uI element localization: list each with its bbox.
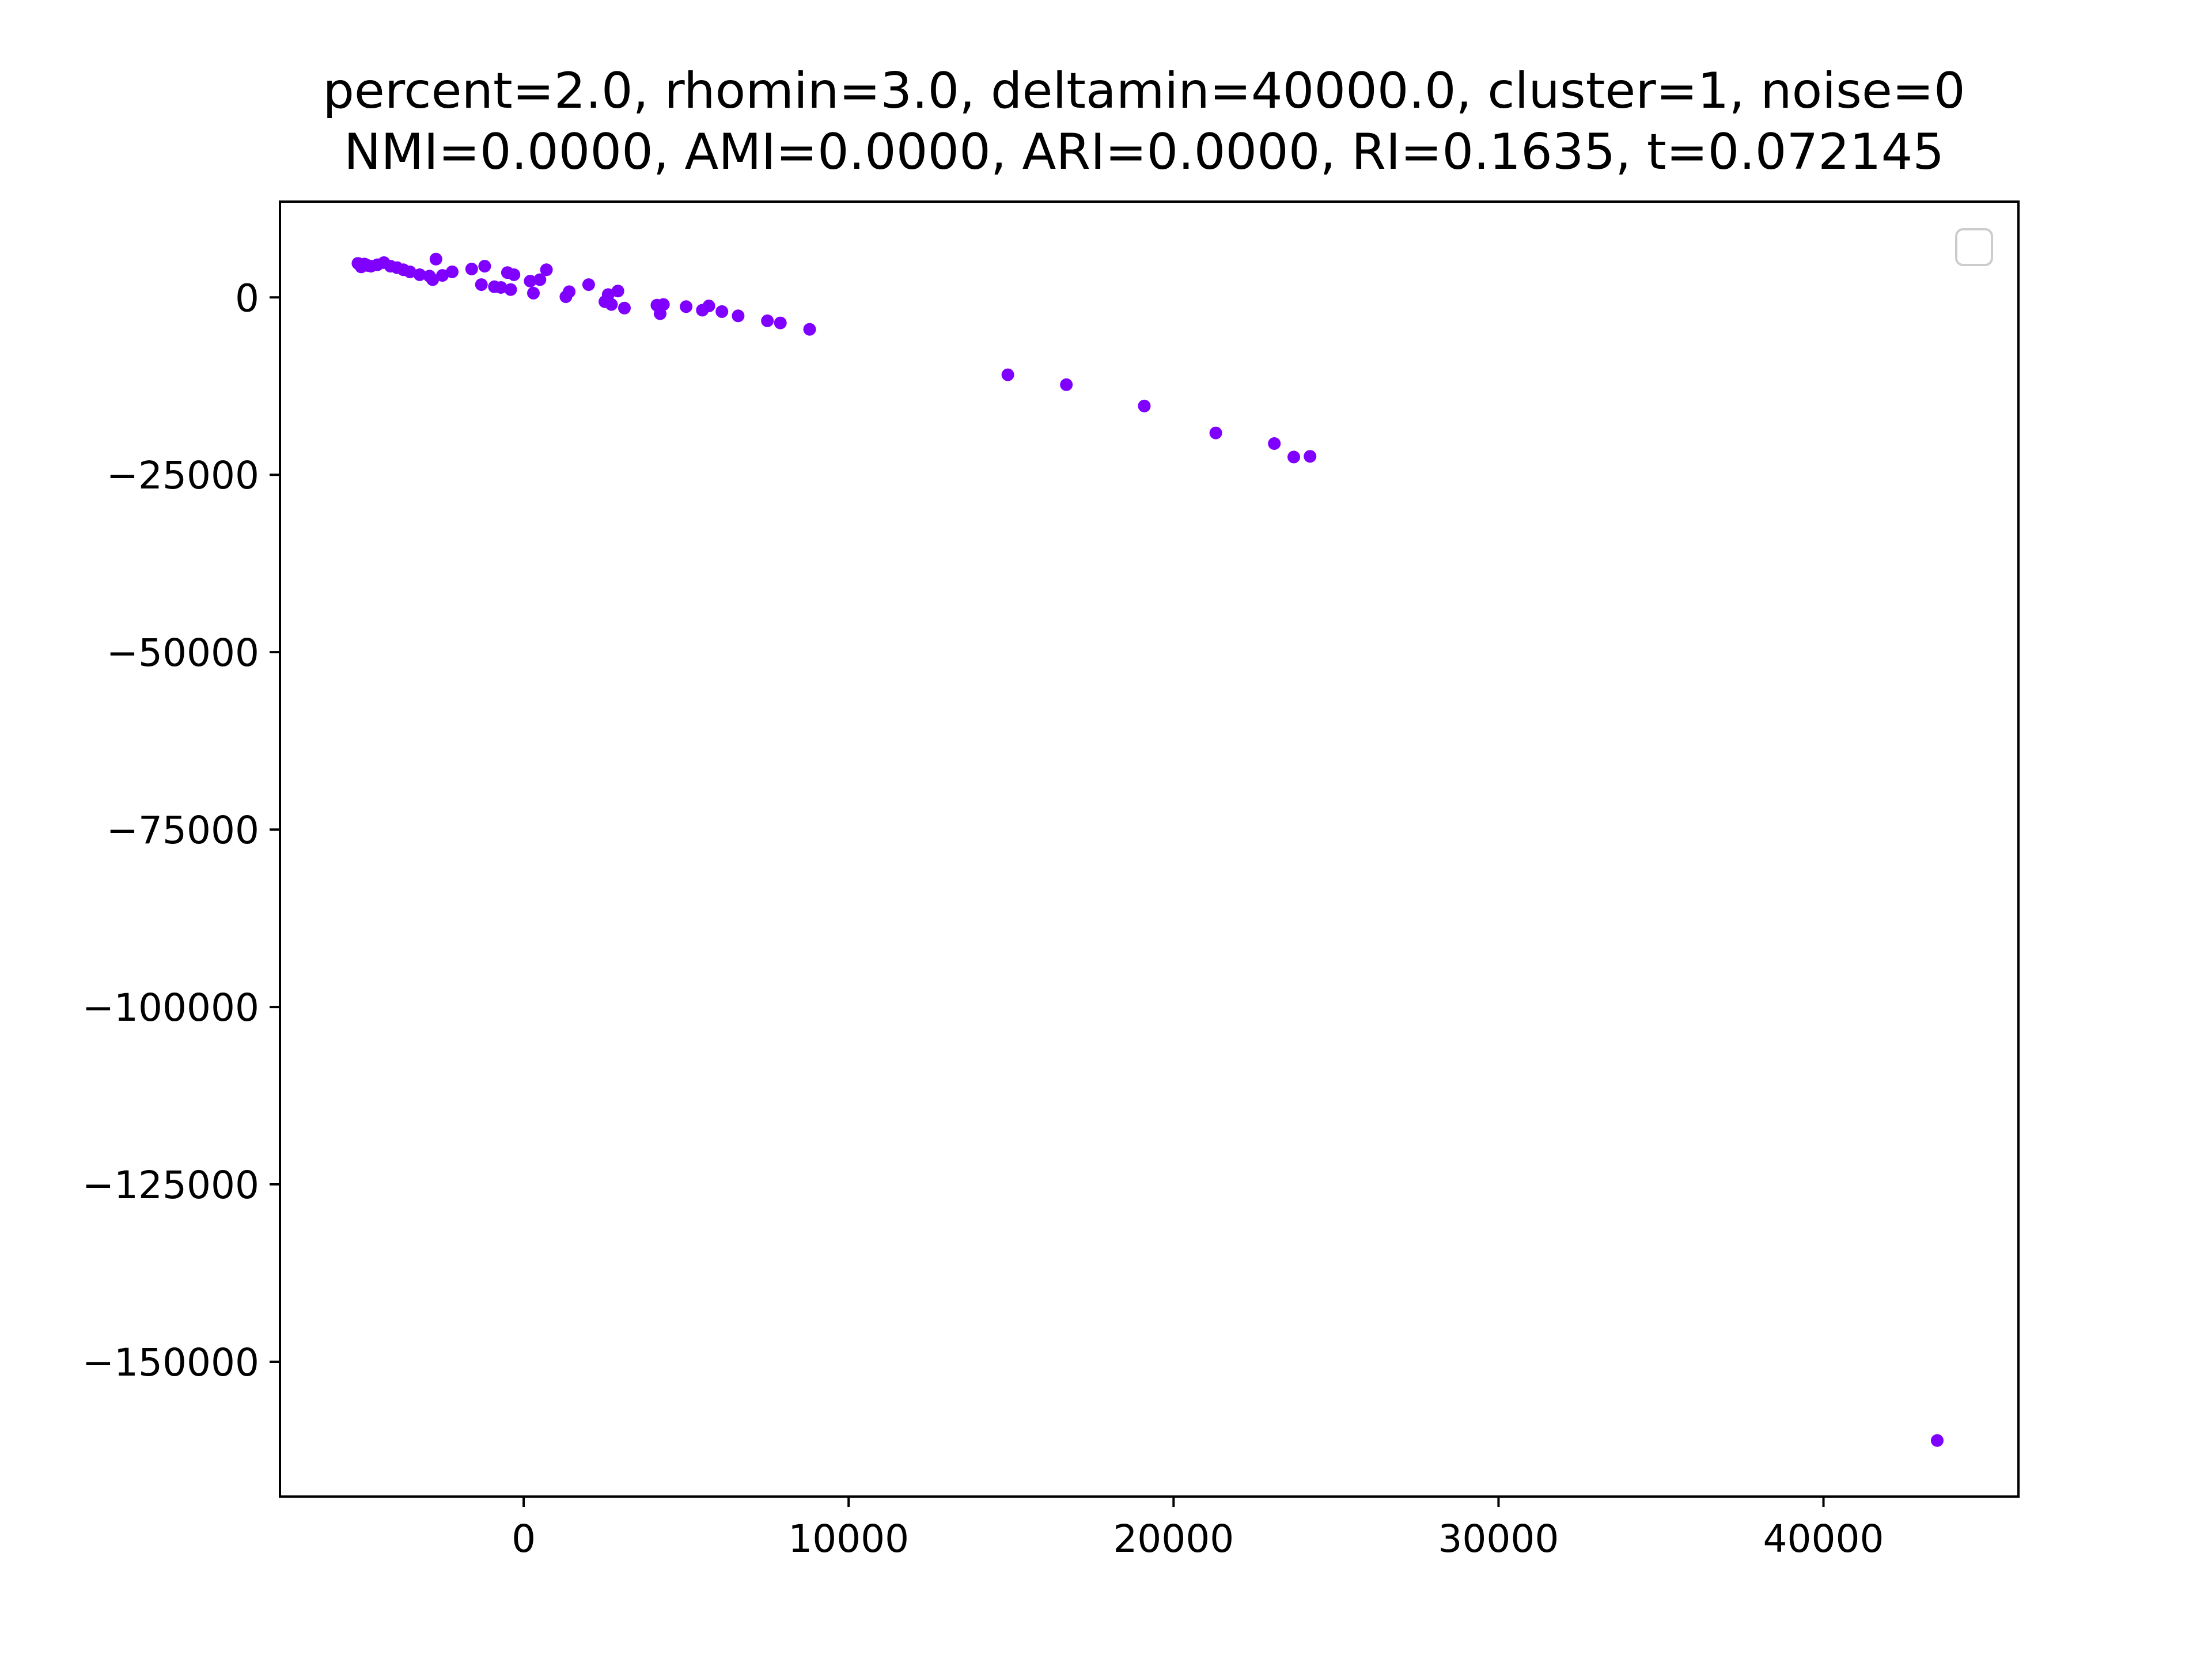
data-point	[436, 269, 449, 282]
y-tick-label: −75000	[107, 808, 259, 853]
data-point	[563, 285, 576, 298]
y-tick-label: −125000	[82, 1163, 259, 1207]
data-point	[403, 265, 416, 278]
data-point	[803, 323, 816, 336]
data-point	[774, 316, 787, 329]
data-point	[1209, 426, 1222, 440]
x-tick-label: 20000	[1113, 1517, 1234, 1561]
y-tick-label: −25000	[107, 453, 259, 498]
data-point	[618, 301, 631, 315]
data-point	[1931, 1434, 1944, 1447]
data-point	[465, 263, 478, 275]
data-point	[478, 260, 491, 273]
data-point	[540, 263, 553, 276]
data-point	[1001, 368, 1014, 381]
data-point	[611, 285, 624, 298]
data-point	[475, 278, 488, 291]
legend-box[interactable]	[1955, 228, 1993, 266]
data-point	[702, 300, 715, 313]
chart-subtitle: NMI=0.0000, AMI=0.0000, ARI=0.0000, RI=0…	[344, 123, 1944, 181]
data-point	[1060, 378, 1073, 391]
data-point	[533, 273, 547, 286]
data-point	[527, 286, 540, 300]
y-axis-ticks: 0 −25000 −50000 −75000 −100000 −125000 −150000	[82, 276, 280, 1385]
data-point	[494, 281, 507, 294]
data-point	[1304, 450, 1317, 463]
x-axis-ticks: 0 10000 20000 30000 40000	[512, 1497, 1884, 1561]
data-point	[413, 268, 426, 281]
data-point	[1268, 437, 1281, 450]
data-point	[1287, 450, 1300, 464]
plot-frame	[279, 200, 2020, 1498]
data-point	[732, 309, 745, 323]
data-point	[446, 265, 459, 278]
data-point	[429, 252, 442, 266]
data-points	[351, 252, 1944, 1447]
data-point	[524, 275, 537, 287]
data-point	[715, 305, 729, 318]
y-tick-label: 0	[235, 276, 259, 320]
x-tick-label: 30000	[1438, 1517, 1559, 1561]
data-point	[761, 314, 774, 327]
x-tick-label: 10000	[788, 1517, 909, 1561]
y-tick-label: −50000	[107, 631, 259, 675]
data-point	[504, 283, 517, 296]
chart-title: percent=2.0, rhomin=3.0, deltamin=40000.…	[323, 62, 1965, 120]
data-point	[605, 298, 618, 311]
data-point	[507, 268, 521, 281]
data-point	[601, 288, 615, 301]
data-point	[1138, 399, 1151, 412]
data-point	[582, 278, 595, 291]
data-point	[657, 298, 670, 311]
y-tick-label: −100000	[82, 986, 259, 1030]
data-point	[426, 273, 440, 286]
y-tick-label: −150000	[82, 1340, 259, 1385]
x-tick-label: 40000	[1763, 1517, 1884, 1561]
x-tick-label: 0	[512, 1517, 536, 1561]
data-point	[680, 300, 693, 313]
